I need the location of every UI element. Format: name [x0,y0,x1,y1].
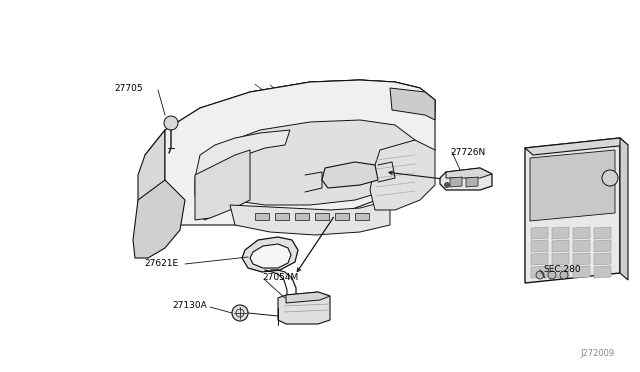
Polygon shape [390,88,435,120]
Circle shape [548,271,556,279]
Polygon shape [552,253,569,265]
Polygon shape [525,138,620,283]
Polygon shape [594,227,611,239]
Text: 27705: 27705 [115,83,143,93]
Polygon shape [530,150,615,221]
Circle shape [536,271,544,279]
Polygon shape [195,130,290,220]
Polygon shape [552,266,569,278]
Circle shape [164,116,178,130]
Polygon shape [295,213,309,220]
Polygon shape [552,227,569,239]
Polygon shape [250,244,291,268]
Polygon shape [573,227,590,239]
Polygon shape [531,266,548,278]
Polygon shape [145,80,435,170]
Polygon shape [531,253,548,265]
Polygon shape [466,177,478,187]
Text: 27726N: 27726N [450,148,485,157]
Polygon shape [230,200,390,235]
Polygon shape [255,213,269,220]
Polygon shape [315,213,329,220]
Text: SEC.280: SEC.280 [543,266,580,275]
Polygon shape [450,177,462,187]
Polygon shape [525,138,628,155]
Text: 27130A: 27130A [172,301,207,311]
Polygon shape [370,140,435,210]
Polygon shape [275,213,289,220]
Polygon shape [531,227,548,239]
Text: 27054M: 27054M [262,273,298,282]
Polygon shape [205,120,415,205]
Polygon shape [250,80,420,100]
Polygon shape [286,292,330,303]
Polygon shape [242,237,298,272]
Polygon shape [552,240,569,252]
Polygon shape [620,138,628,280]
Polygon shape [355,213,369,220]
Polygon shape [531,240,548,252]
Text: 27621E: 27621E [144,259,178,267]
Polygon shape [594,266,611,278]
Circle shape [560,271,568,279]
Polygon shape [573,266,590,278]
Polygon shape [165,80,435,225]
Polygon shape [195,150,250,220]
Circle shape [602,170,618,186]
Polygon shape [278,292,330,324]
Circle shape [232,305,248,321]
Polygon shape [138,130,165,248]
Polygon shape [440,168,492,190]
Polygon shape [573,253,590,265]
Polygon shape [133,180,185,258]
Polygon shape [446,168,492,178]
Text: J272009: J272009 [581,349,615,357]
Polygon shape [594,253,611,265]
Polygon shape [594,240,611,252]
Circle shape [445,183,449,187]
Polygon shape [322,162,378,188]
Polygon shape [335,213,349,220]
Polygon shape [573,240,590,252]
